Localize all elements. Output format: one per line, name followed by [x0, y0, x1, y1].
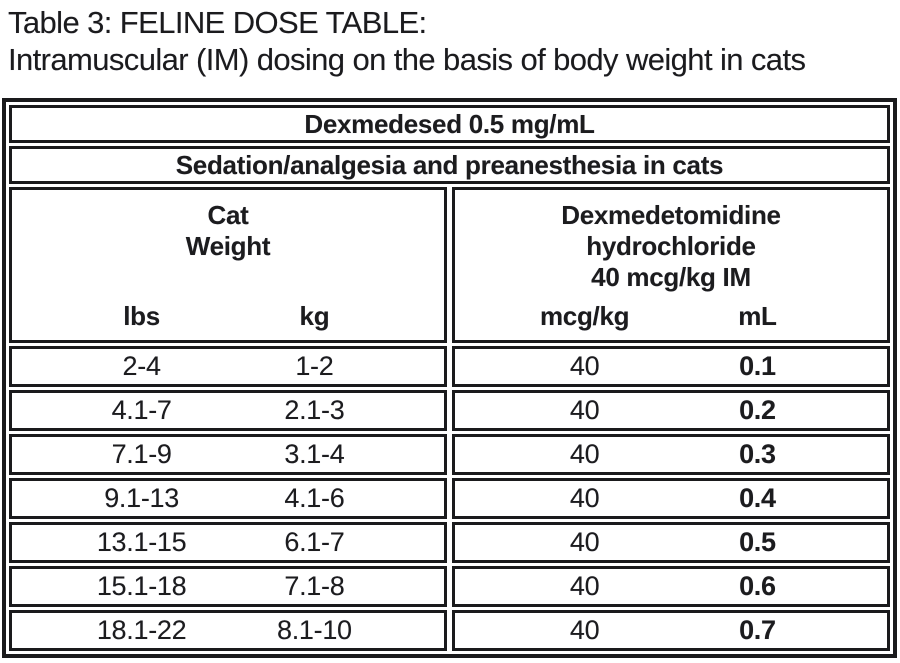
dose-subcolumn-headers: mcg/kg mL	[455, 301, 887, 340]
mcg-per-kg-cell: 40	[569, 395, 600, 425]
kg-cell: 3.1-4	[284, 439, 345, 469]
kg-cell: 7.1-8	[284, 571, 345, 601]
col-header-mcg-per-kg: mcg/kg	[539, 301, 630, 331]
ml-cell: 0.5	[739, 527, 776, 557]
kg-cell: 2.1-3	[284, 395, 345, 425]
lbs-cell: 4.1-7	[111, 395, 172, 425]
kg-cell: 1-2	[295, 351, 334, 381]
cat-weight-title-line1: Cat	[207, 200, 249, 230]
weight-subcolumn-headers: lbs kg	[12, 301, 444, 340]
lbs-cell: 18.1-22	[96, 615, 187, 645]
drug-title-line2: hydrochloride	[586, 231, 756, 261]
kg-cell: 4.1-6	[284, 483, 345, 513]
mcg-per-kg-cell: 40	[569, 527, 600, 557]
drug-title-line1: Dexmedetomidine	[561, 200, 781, 230]
table-caption: Table 3: FELINE DOSE TABLE: Intramuscula…	[8, 4, 896, 78]
cat-weight-title-line2: Weight	[185, 231, 271, 261]
column-header-band: Cat Weight lbs kg Dexmedetomidine hydroc…	[9, 187, 890, 343]
ml-cell: 0.4	[739, 483, 776, 513]
ml-cell: 0.3	[739, 439, 776, 469]
kg-cell: 8.1-10	[277, 615, 352, 645]
lbs-cell: 9.1-13	[104, 483, 179, 513]
mcg-per-kg-cell: 40	[569, 483, 600, 513]
ml-cell: 0.6	[739, 571, 776, 601]
drug-title-line3: 40 mcg/kg IM	[591, 262, 751, 292]
dose-row: 18.1-22 8.1-10 40 0.7	[9, 610, 890, 651]
indication-header: Sedation/analgesia and preanesthesia in …	[9, 146, 890, 184]
mcg-per-kg-cell: 40	[569, 351, 600, 381]
col-header-lbs: lbs	[123, 301, 160, 331]
mcg-per-kg-cell: 40	[569, 439, 600, 469]
lbs-cell: 2-4	[122, 351, 161, 381]
cat-weight-header-cell: Cat Weight lbs kg	[9, 187, 447, 343]
feline-dose-table: Dexmedesed 0.5 mg/mL Sedation/analgesia …	[2, 98, 897, 658]
product-strength-header: Dexmedesed 0.5 mg/mL	[9, 105, 890, 143]
table-caption-line1: Table 3: FELINE DOSE TABLE:	[8, 5, 427, 40]
drug-dose-header-cell: Dexmedetomidine hydrochloride 40 mcg/kg …	[452, 187, 890, 343]
cat-weight-group-title: Cat Weight	[12, 190, 444, 262]
table-caption-line2: Intramuscular (IM) dosing on the basis o…	[8, 42, 806, 77]
mcg-per-kg-cell: 40	[569, 615, 600, 645]
dose-row: 13.1-15 6.1-7 40 0.5	[9, 522, 890, 563]
ml-cell: 0.1	[739, 351, 776, 381]
lbs-cell: 7.1-9	[111, 439, 172, 469]
dose-row: 9.1-13 4.1-6 40 0.4	[9, 478, 890, 519]
lbs-cell: 13.1-15	[96, 527, 187, 557]
dose-row: 7.1-9 3.1-4 40 0.3	[9, 434, 890, 475]
mcg-per-kg-cell: 40	[569, 571, 600, 601]
col-header-kg: kg	[299, 301, 330, 331]
lbs-cell: 15.1-18	[96, 571, 187, 601]
kg-cell: 6.1-7	[284, 527, 345, 557]
ml-cell: 0.2	[739, 395, 776, 425]
ml-cell: 0.7	[739, 615, 776, 645]
drug-dose-group-title: Dexmedetomidine hydrochloride 40 mcg/kg …	[455, 190, 887, 293]
col-header-ml: mL	[738, 301, 777, 331]
dose-row: 4.1-7 2.1-3 40 0.2	[9, 390, 890, 431]
dose-row: 15.1-18 7.1-8 40 0.6	[9, 566, 890, 607]
dose-row: 2-4 1-2 40 0.1	[9, 346, 890, 387]
